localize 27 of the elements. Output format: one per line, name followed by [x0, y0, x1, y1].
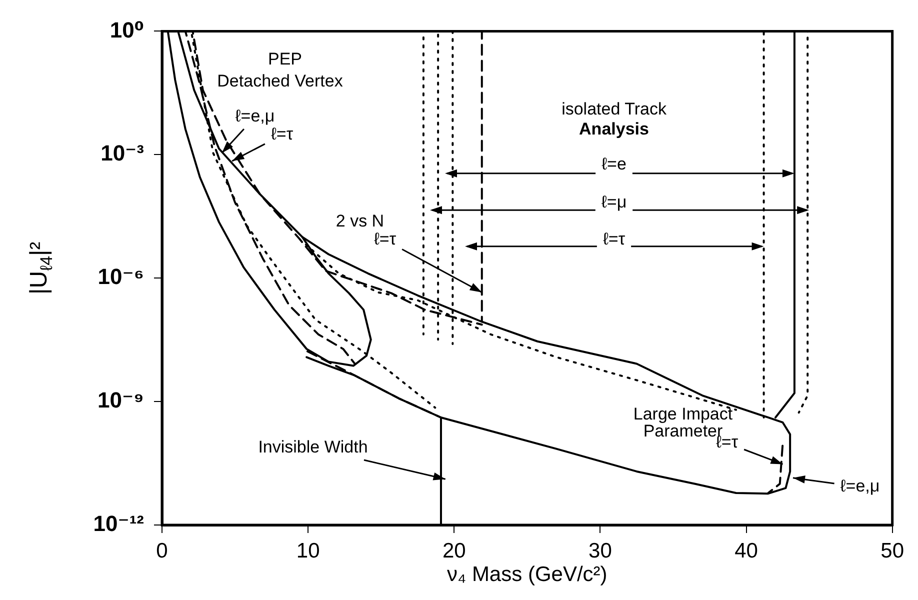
x-tick-label: 50 — [880, 539, 904, 562]
annotation: ℓ=e,μ — [235, 106, 275, 126]
annotation: Detached Vertex — [217, 72, 344, 91]
annotation: ℓ=τ — [374, 230, 396, 249]
y-tick-label: 10⁰ — [110, 17, 144, 42]
y-tick-label: 10⁻³ — [100, 140, 144, 166]
y-tick-label: 10⁻¹² — [93, 511, 144, 536]
y-tick-label: 10⁻⁶ — [98, 264, 144, 290]
annotation: isolated Track — [562, 100, 667, 119]
annotation: ℓ=μ — [601, 192, 627, 212]
annotation: Invisible Width — [258, 438, 368, 457]
y-axis-title: |Uℓ4|² — [26, 242, 56, 294]
x-tick-label: 30 — [588, 539, 612, 562]
annotation: 2 vs N — [336, 212, 384, 231]
x-tick-label: 40 — [734, 539, 758, 562]
annotation: Analysis — [579, 120, 649, 139]
x-tick-label: 0 — [156, 539, 168, 562]
x-tick-label: 10 — [296, 539, 320, 562]
annotation: ℓ=e,μ — [840, 476, 880, 496]
x-tick-label: 20 — [442, 539, 466, 562]
y-tick-label: 10⁻⁹ — [97, 388, 144, 413]
annotation: ℓ=e — [602, 154, 626, 174]
annotation: PEP — [268, 50, 302, 69]
annotation: Large Impact — [633, 404, 733, 424]
x-axis-title: ν₄ Mass (GeV/c²) — [447, 562, 608, 586]
annotation: ℓ=τ — [270, 124, 294, 144]
annotation: ℓ=τ — [602, 230, 626, 249]
